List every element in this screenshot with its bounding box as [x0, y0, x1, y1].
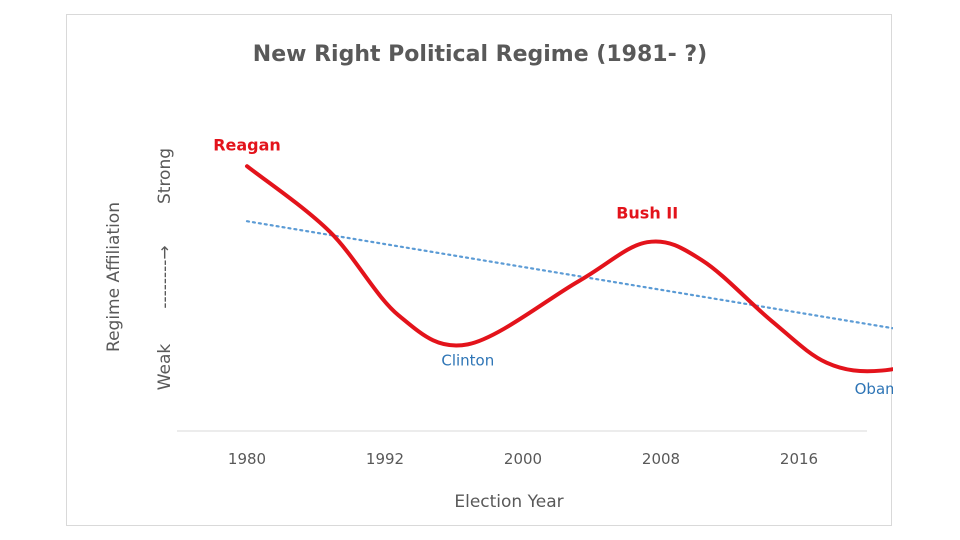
- chart: New Right Political Regime (1981- ?) 198…: [104, 42, 893, 512]
- y-axis-strong-label: Strong: [155, 148, 175, 204]
- annotation-obama: Obama: [855, 380, 893, 398]
- y-axis-label: Regime Affiliation: [104, 202, 124, 352]
- chart-title: New Right Political Regime (1981- ?): [253, 42, 707, 67]
- x-tick-label: 2008: [642, 450, 680, 468]
- chart-frame: New Right Political Regime (1981- ?) 198…: [66, 14, 893, 526]
- series-layer: [245, 164, 893, 374]
- y-axis-arrow: --------→: [155, 245, 175, 308]
- annotation-reagan: Reagan: [213, 135, 281, 154]
- annotation-clinton: Clinton: [441, 351, 494, 369]
- x-axis-ticks: 1980 1992 2000 2008 2016: [228, 450, 818, 468]
- y-axis-weak-label: Weak: [155, 344, 175, 391]
- x-axis-label: Election Year: [454, 492, 563, 512]
- x-tick-label: 1992: [366, 450, 404, 468]
- trend-line: [245, 220, 893, 330]
- x-tick-label: 2000: [504, 450, 542, 468]
- x-tick-label: 1980: [228, 450, 266, 468]
- x-tick-label: 2016: [780, 450, 818, 468]
- annotation-bush-ii: Bush II: [616, 204, 678, 223]
- regime-affiliation-line: [245, 164, 893, 374]
